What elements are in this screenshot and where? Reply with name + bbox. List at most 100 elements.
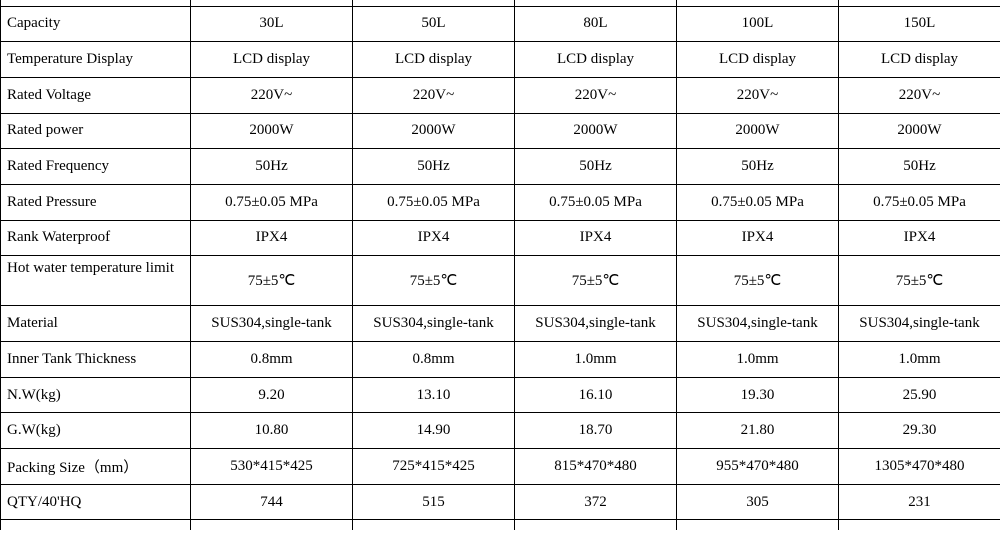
cell: SUS304,single-tank: [191, 306, 353, 342]
cell: 372: [515, 484, 677, 520]
cell: 1305*470*480: [839, 449, 1000, 485]
cell: 50L: [353, 6, 515, 42]
cell: 0.75±0.05 MPa: [515, 184, 677, 220]
cell: SUS304,single-tank: [677, 306, 839, 342]
cell: 50Hz: [191, 149, 353, 185]
cell: 9.20: [191, 377, 353, 413]
cell: 80L: [515, 6, 677, 42]
cell: LCD display: [353, 42, 515, 78]
cell: 305: [677, 484, 839, 520]
table-row: Temperature Display LCD display LCD disp…: [1, 42, 1000, 78]
table-row: Rated Voltage 220V~ 220V~ 220V~ 220V~ 22…: [1, 77, 1000, 113]
cell: 231: [839, 484, 1000, 520]
cell: 16.10: [515, 377, 677, 413]
cell: 2000W: [353, 113, 515, 149]
row-label: Inner Tank Thickness: [1, 342, 191, 378]
cell: 515: [353, 484, 515, 520]
cell: 19.30: [677, 377, 839, 413]
cell: 530*415*425: [191, 449, 353, 485]
table-row: Packing Size（mm） 530*415*425 725*415*425…: [1, 449, 1000, 485]
cell: IPX4: [677, 220, 839, 256]
spec-table-wrapper: Capacity 30L 50L 80L 100L 150L Temperatu…: [0, 0, 1000, 530]
row-label: Rated Voltage: [1, 77, 191, 113]
table-row: N.W(kg) 9.20 13.10 16.10 19.30 25.90: [1, 377, 1000, 413]
cell: 0.75±0.05 MPa: [677, 184, 839, 220]
cell: 2000W: [839, 113, 1000, 149]
table-row: Inner Tank Thickness 0.8mm 0.8mm 1.0mm 1…: [1, 342, 1000, 378]
cell: 150L: [839, 6, 1000, 42]
table-row: Rated power 2000W 2000W 2000W 2000W 2000…: [1, 113, 1000, 149]
row-label: Rated Pressure: [1, 184, 191, 220]
cell: 2000W: [191, 113, 353, 149]
cell: 1.0mm: [515, 342, 677, 378]
cell: 25.90: [839, 377, 1000, 413]
table-row: Rated Frequency 50Hz 50Hz 50Hz 50Hz 50Hz: [1, 149, 1000, 185]
spec-table: Capacity 30L 50L 80L 100L 150L Temperatu…: [0, 0, 1000, 530]
cell: 14.90: [353, 413, 515, 449]
cell: LCD display: [515, 42, 677, 78]
cell: 1.0mm: [839, 342, 1000, 378]
cell: 0.8mm: [353, 342, 515, 378]
row-label: Temperature Display: [1, 42, 191, 78]
table-row: Rated Pressure 0.75±0.05 MPa 0.75±0.05 M…: [1, 184, 1000, 220]
cell: LCD display: [839, 42, 1000, 78]
cell: 0.75±0.05 MPa: [353, 184, 515, 220]
row-label: Capacity: [1, 6, 191, 42]
cell: 75±5℃: [839, 256, 1000, 306]
cell: 220V~: [191, 77, 353, 113]
row-label: Material: [1, 306, 191, 342]
cell: 75±5℃: [353, 256, 515, 306]
cell: 815*470*480: [515, 449, 677, 485]
cell: 18.70: [515, 413, 677, 449]
cell: 21.80: [677, 413, 839, 449]
cell: 30L: [191, 6, 353, 42]
cell: 75±5℃: [677, 256, 839, 306]
cell: 2000W: [677, 113, 839, 149]
table-row: Material SUS304,single-tank SUS304,singl…: [1, 306, 1000, 342]
spec-table-body: Capacity 30L 50L 80L 100L 150L Temperatu…: [1, 0, 1000, 530]
row-label: QTY/40'HQ: [1, 484, 191, 520]
cell: LCD display: [191, 42, 353, 78]
cell: 50Hz: [353, 149, 515, 185]
cell: 1.0mm: [677, 342, 839, 378]
row-label: Rank Waterproof: [1, 220, 191, 256]
row-label: G.W(kg): [1, 413, 191, 449]
cell: IPX4: [839, 220, 1000, 256]
cell: 75±5℃: [191, 256, 353, 306]
row-label: Rated Frequency: [1, 149, 191, 185]
row-label: Packing Size（mm）: [1, 449, 191, 485]
cell: 75±5℃: [515, 256, 677, 306]
bottom-border-strip: [1, 520, 1000, 530]
cell: 744: [191, 484, 353, 520]
cell: 0.8mm: [191, 342, 353, 378]
table-row: Rank Waterproof IPX4 IPX4 IPX4 IPX4 IPX4: [1, 220, 1000, 256]
cell: 50Hz: [839, 149, 1000, 185]
cell: SUS304,single-tank: [353, 306, 515, 342]
cell: 10.80: [191, 413, 353, 449]
cell: IPX4: [353, 220, 515, 256]
cell: 220V~: [515, 77, 677, 113]
cell: 100L: [677, 6, 839, 42]
cell: 220V~: [677, 77, 839, 113]
cell: 220V~: [353, 77, 515, 113]
cell: IPX4: [191, 220, 353, 256]
cell: SUS304,single-tank: [839, 306, 1000, 342]
cell: IPX4: [515, 220, 677, 256]
table-row: QTY/40'HQ 744 515 372 305 231: [1, 484, 1000, 520]
cell: SUS304,single-tank: [515, 306, 677, 342]
cell: 725*415*425: [353, 449, 515, 485]
row-label: N.W(kg): [1, 377, 191, 413]
cell: 955*470*480: [677, 449, 839, 485]
cell: 50Hz: [677, 149, 839, 185]
cell: 2000W: [515, 113, 677, 149]
cell: LCD display: [677, 42, 839, 78]
cell: 220V~: [839, 77, 1000, 113]
row-label: Hot water temperature limit: [1, 256, 191, 306]
cell: 50Hz: [515, 149, 677, 185]
table-row: G.W(kg) 10.80 14.90 18.70 21.80 29.30: [1, 413, 1000, 449]
cell: 29.30: [839, 413, 1000, 449]
table-row: Capacity 30L 50L 80L 100L 150L: [1, 6, 1000, 42]
cell: 0.75±0.05 MPa: [839, 184, 1000, 220]
cell: 0.75±0.05 MPa: [191, 184, 353, 220]
row-label: Rated power: [1, 113, 191, 149]
